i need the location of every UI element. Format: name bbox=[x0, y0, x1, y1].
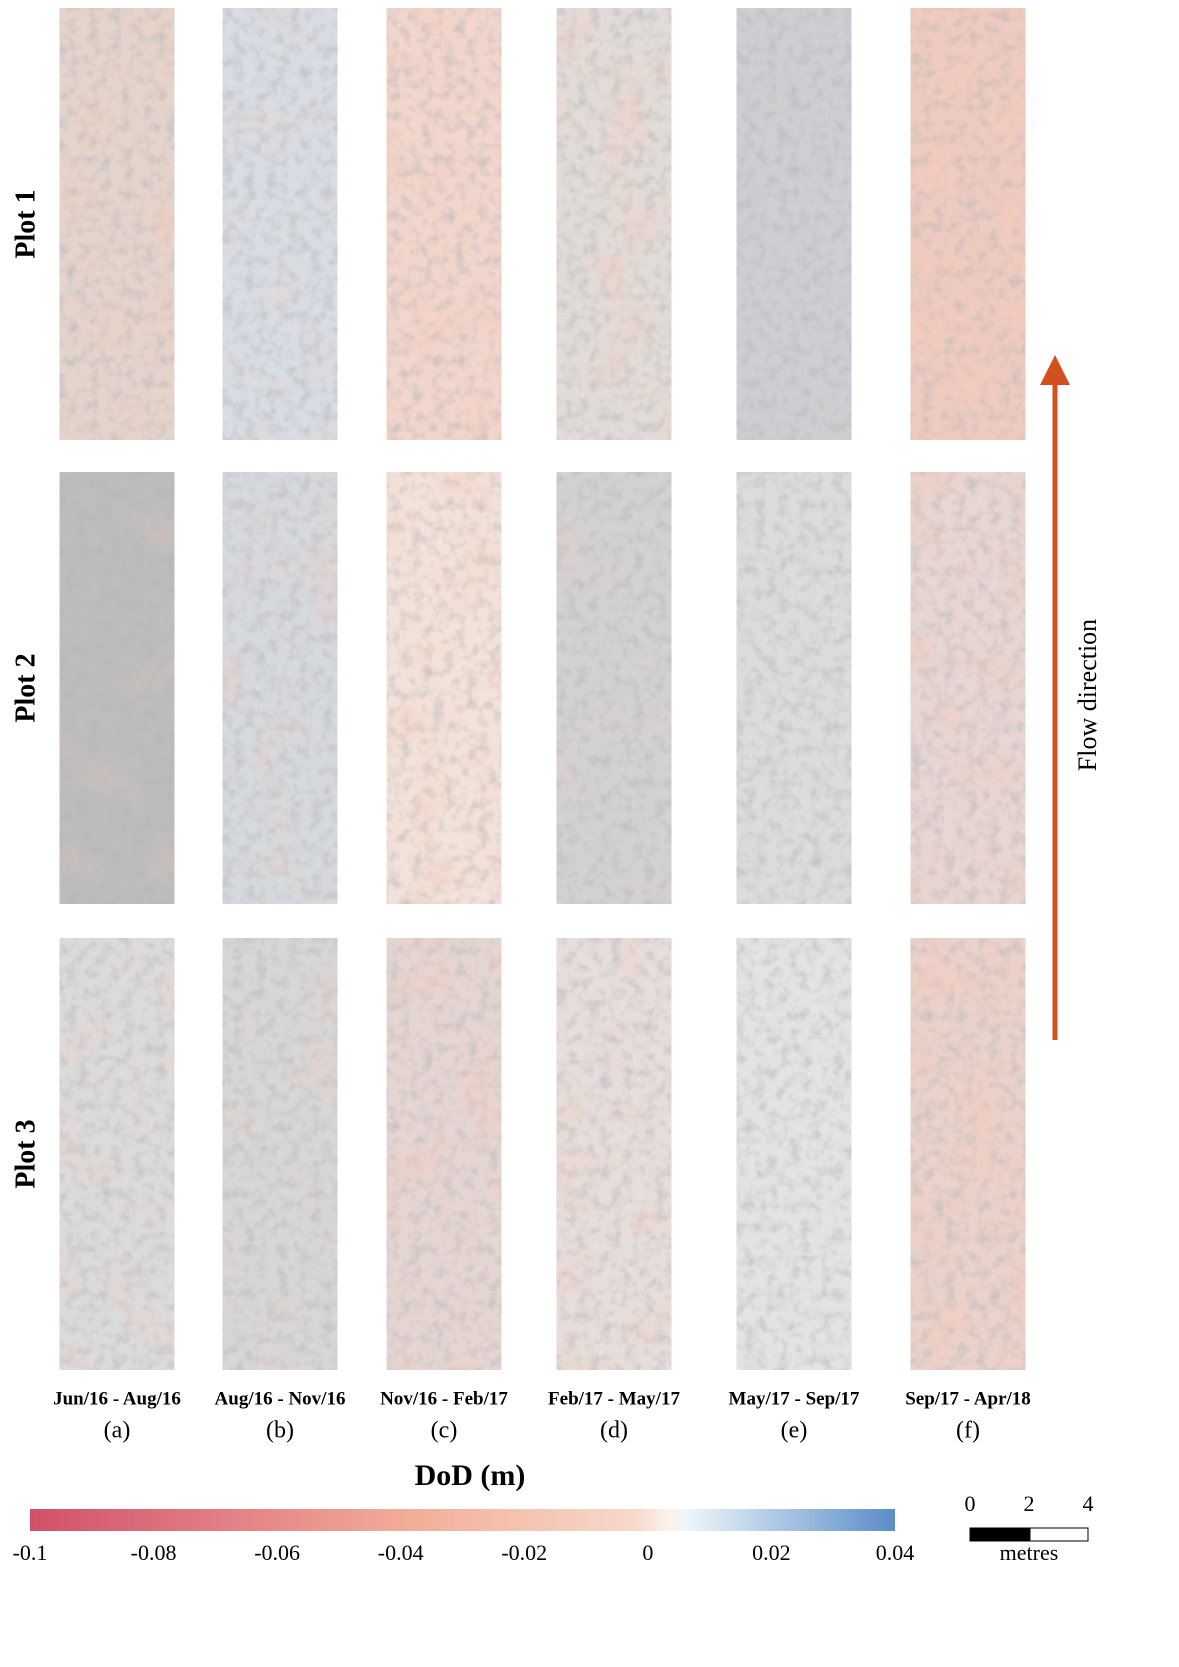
colorbar-title: DoD (m) bbox=[415, 1459, 526, 1492]
colorbar-tick-label: 0 bbox=[642, 1540, 653, 1565]
period-label: Jun/16 - Aug/16 bbox=[53, 1388, 181, 1409]
scale-unit: metres bbox=[1000, 1540, 1059, 1565]
dod-change bbox=[737, 8, 852, 440]
dod-change bbox=[737, 938, 852, 1370]
panel-letter: (c) bbox=[431, 1418, 458, 1444]
dod-change bbox=[223, 8, 338, 440]
dod-change bbox=[60, 938, 175, 1370]
dod-change bbox=[387, 8, 502, 440]
dod-change bbox=[557, 8, 672, 440]
figure: Flow direction DoD (m) Plot 1 Plot 2 Plot … bbox=[0, 0, 1179, 1667]
scale-bar-black bbox=[970, 1528, 1030, 1541]
panel-letter: (a) bbox=[104, 1418, 131, 1444]
row-label: Plot 1 bbox=[10, 189, 41, 258]
period-label: Aug/16 - Nov/16 bbox=[215, 1388, 346, 1409]
dod-change bbox=[387, 938, 502, 1370]
dod-change bbox=[60, 8, 175, 440]
dod-change bbox=[557, 472, 672, 904]
scale-tick-label: 0 bbox=[965, 1491, 976, 1516]
period-label: May/17 - Sep/17 bbox=[729, 1388, 860, 1409]
panel-letter: (e) bbox=[781, 1418, 808, 1444]
row-label: Plot 3 bbox=[10, 1119, 41, 1188]
scale-tick-label: 4 bbox=[1083, 1491, 1094, 1516]
dod-change bbox=[737, 472, 852, 904]
dod-change bbox=[223, 938, 338, 1370]
colorbar-tick-label: -0.1 bbox=[13, 1540, 48, 1565]
period-label: Nov/16 - Feb/17 bbox=[380, 1388, 508, 1409]
dod-change bbox=[387, 472, 502, 904]
colorbar-tick-label: -0.08 bbox=[131, 1540, 177, 1565]
row-label: Plot 2 bbox=[10, 653, 41, 722]
period-label: Sep/17 - Apr/18 bbox=[905, 1388, 1031, 1409]
dod-change bbox=[60, 472, 175, 904]
colorbar-tick-label: -0.06 bbox=[254, 1540, 300, 1565]
dod-change bbox=[911, 938, 1026, 1370]
panel-letter: (f) bbox=[956, 1418, 980, 1444]
panel-letter: (d) bbox=[600, 1418, 628, 1444]
dod-change bbox=[557, 938, 672, 1370]
colorbar-tick-label: 0.04 bbox=[876, 1540, 915, 1565]
flow-label: Flow direction bbox=[1073, 619, 1102, 771]
colorbar bbox=[30, 1509, 895, 1531]
colorbar-tick-label: 0.02 bbox=[752, 1540, 791, 1565]
dod-change bbox=[223, 472, 338, 904]
scale-tick-label: 2 bbox=[1024, 1491, 1035, 1516]
colorbar-tick-label: -0.02 bbox=[501, 1540, 547, 1565]
scale-bar-white bbox=[1030, 1528, 1088, 1541]
colorbar-tick-label: -0.04 bbox=[378, 1540, 424, 1565]
dod-change bbox=[911, 472, 1026, 904]
dod-change bbox=[911, 8, 1026, 440]
panel-letter: (b) bbox=[266, 1418, 294, 1444]
period-label: Feb/17 - May/17 bbox=[548, 1388, 680, 1409]
